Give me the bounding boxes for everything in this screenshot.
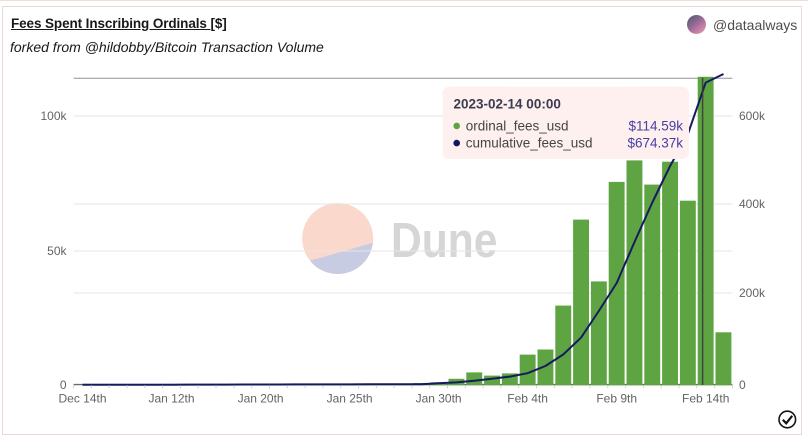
svg-text:$674.37k: $674.37k xyxy=(627,136,683,151)
svg-text:Jan 20th: Jan 20th xyxy=(238,392,284,406)
svg-text:ordinal_fees_usd: ordinal_fees_usd xyxy=(466,118,569,133)
svg-text:Dec 14th: Dec 14th xyxy=(58,392,106,406)
svg-text:0: 0 xyxy=(739,378,746,392)
svg-text:200k: 200k xyxy=(739,286,766,300)
svg-text:600k: 600k xyxy=(739,109,766,123)
svg-text:Feb 14th: Feb 14th xyxy=(682,392,729,406)
svg-text:50k: 50k xyxy=(47,244,67,258)
svg-text:Dune: Dune xyxy=(391,212,497,268)
svg-text:Jan 25th: Jan 25th xyxy=(327,392,373,406)
svg-text:cumulative_fees_usd: cumulative_fees_usd xyxy=(466,136,593,151)
svg-text:100k: 100k xyxy=(40,109,67,123)
svg-text:400k: 400k xyxy=(739,197,766,211)
svg-text:$114.59k: $114.59k xyxy=(628,118,683,133)
svg-text:Jan 12th: Jan 12th xyxy=(148,392,194,406)
svg-text:Jan 30th: Jan 30th xyxy=(416,392,462,406)
svg-text:Feb 4th: Feb 4th xyxy=(507,392,548,406)
svg-text:Feb 9th: Feb 9th xyxy=(596,392,637,406)
svg-text:2023-02-14 00:00: 2023-02-14 00:00 xyxy=(454,97,561,112)
svg-text:0: 0 xyxy=(60,378,67,392)
